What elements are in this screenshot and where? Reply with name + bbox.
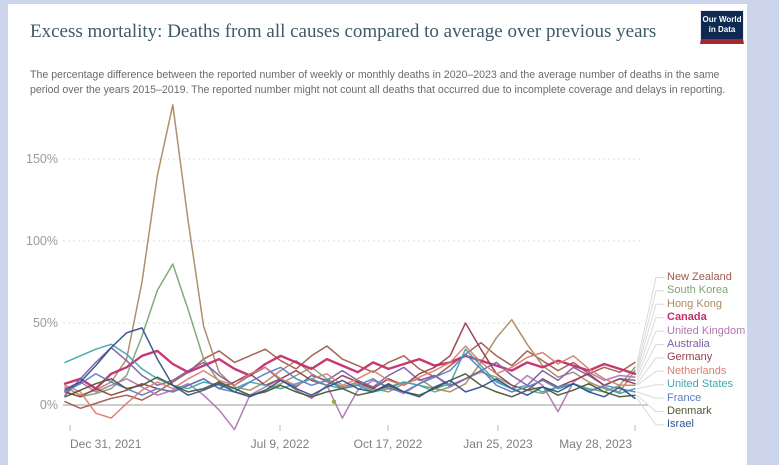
chart-title: Excess mortality: Deaths from all causes… [30, 20, 657, 42]
legend-item-canada[interactable]: Canada [667, 311, 707, 324]
legend-connector-australia [636, 344, 664, 381]
x-axis-label-3: Jan 25, 2023 [463, 437, 533, 451]
legend-item-hong-kong[interactable]: Hong Kong [667, 297, 723, 310]
legend-item-netherlands[interactable]: Netherlands [667, 364, 727, 377]
legend-item-united-states[interactable]: United States [667, 378, 734, 391]
y-axis-label-150: 150% [26, 152, 58, 166]
legend-connector-united-kingdom [636, 330, 664, 378]
series-line-south-korea[interactable] [64, 263, 636, 398]
legend-connector-canada [636, 317, 664, 374]
owid-logo[interactable]: Our World in Data [700, 10, 744, 44]
point-marker [331, 399, 337, 404]
legend-item-israel[interactable]: Israel [667, 418, 694, 431]
y-axis-label-0: 0% [39, 398, 58, 412]
series-line-hong-kong[interactable] [64, 104, 636, 396]
series-line-france[interactable] [64, 353, 636, 396]
x-axis-label-2: Oct 17, 2022 [353, 437, 423, 451]
x-axis-label-1: Jul 9, 2022 [250, 437, 310, 451]
owid-logo-line1: Our World [702, 15, 742, 24]
series-line-israel[interactable] [64, 327, 636, 400]
legend-item-germany[interactable]: Germany [667, 351, 713, 364]
y-axis-label-50: 50% [32, 316, 58, 330]
chart-subtitle: The percentage difference between the re… [30, 68, 726, 96]
series-line-canada[interactable] [63, 349, 637, 390]
legend-connector-south-korea [636, 290, 664, 368]
legend-connector-new-zealand [636, 277, 664, 363]
legend-connector-denmark [636, 394, 664, 412]
legend-item-france[interactable]: France [667, 391, 702, 404]
y-axis-label-100: 100% [26, 234, 58, 248]
legend-connector-united-states [636, 384, 664, 390]
series-line-australia[interactable] [64, 346, 636, 396]
legend-connector-france [636, 391, 664, 399]
legend-connector-germany [636, 357, 664, 384]
legend-connector-netherlands [636, 370, 664, 386]
legend-item-new-zealand[interactable]: New Zealand [667, 271, 732, 283]
owid-logo-line2: in Data [708, 25, 736, 35]
legend-item-denmark[interactable]: Denmark [667, 405, 712, 417]
series-line-netherlands[interactable] [64, 345, 636, 419]
series-line-united-kingdom[interactable] [64, 369, 636, 431]
legend-connector-hong-kong [636, 303, 664, 371]
x-axis-label-0: Dec 31, 2021 [70, 437, 142, 451]
series-line-new-zealand[interactable] [64, 341, 636, 410]
legend-connector-israel [636, 398, 664, 426]
legend-item-australia[interactable]: Australia [667, 338, 710, 350]
legend-item-united-kingdom[interactable]: United Kingdom [667, 324, 746, 337]
x-axis-label-4: May 28, 2023 [559, 437, 632, 451]
legend-item-south-korea[interactable]: South Korea [667, 284, 729, 297]
